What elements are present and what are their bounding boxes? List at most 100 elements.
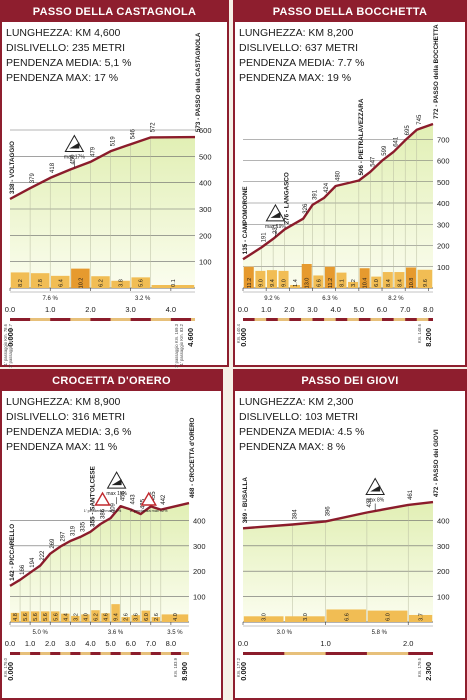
distance-scale-bar [10,318,195,321]
y-tick-label: 400 [437,516,450,525]
distance-scale-segment [20,652,31,655]
gradient-bar [20,611,30,622]
max-gradient-label: max 8% [366,498,385,504]
gradient-bar [71,268,90,288]
gradient-bar [30,611,40,622]
elevation-label: 461 [408,489,414,500]
gradient-bar [71,615,80,622]
steep-section-warning-icon [140,491,157,506]
location-label: 369 - BUSALLA [242,477,249,524]
gradient-bar [278,270,289,288]
distance-scale-segment [347,318,359,321]
gradient-value-label: 6.2 [98,279,104,287]
slope-icon [111,479,122,486]
stat-elevation-gain: DISLIVELLO: 637 METRI [239,42,359,54]
elevation-label: 166 [20,564,26,575]
gradient-bar [131,615,140,622]
x-tick-label: 1.0 [261,305,271,314]
location-label: 338 - VOLTAGGIO [9,141,16,194]
race-km-note-end: Km. 148.6 [417,323,422,343]
gradient-value-label: 9.6 [423,279,429,287]
stat-length: LUNGHEZZA: KM 8,200 [239,27,354,39]
location-label: 142 - PICCARELLO [9,524,16,581]
steep-section-label: 2' pendenza max 12% [130,509,168,513]
profile-line [242,122,434,261]
gradient-value-label: 5.6 [23,613,29,621]
elevation-profile-chart: 100 200 300 400 4.8 5.6 5.6 5.6 5.6 4.4 3.2 4.0 6.2 4… [3,417,206,681]
distance-scale-segment [140,652,151,655]
gradient-bar [290,285,301,288]
gradient-value-label: 8.1 [339,279,345,287]
gradient-value-label: 9.0 [258,279,264,287]
gradient-bar [266,270,277,288]
gradient-value-label: 3.6 [134,613,140,621]
climb-panel-crocetta-dorero: CROCETTA D'ORERO LUNGHEZZA: KM 8,900 DISLI… [0,369,223,700]
y-tick-label: 200 [193,567,206,576]
slope-icon [69,142,80,149]
elevation-label: 479 [90,146,96,157]
gradient-bar [151,617,161,622]
segment-average-label: 3.5 % [167,630,183,636]
elevation-label: 319 [70,525,76,536]
x-tick-label: 2.0 [284,305,294,314]
gradient-bar [336,272,347,288]
y-tick-label: 200 [199,231,212,240]
x-tick-label: 3.0 [125,305,135,314]
climb-panel-passo-della-bocchetta: PASSO DELLA BOCCHETTA LUNGHEZZA: KM 8,200… [233,0,467,367]
elevation-label: 379 [30,173,36,184]
elevation-label: 384 [293,509,299,520]
distance-scale-segment [393,318,406,321]
end-km-label: 8.900 [180,662,189,681]
distance-scale-bar [243,318,433,321]
steep-section-warning-icon [94,491,111,506]
max-gradient-label: max 19% [265,224,286,230]
gradient-bar [30,273,50,288]
gradient-bar [111,280,130,288]
y-tick-label: 300 [199,205,212,214]
gradient-bar [40,611,50,622]
max-gradient-label: max 17% [64,155,85,161]
stat-elevation-gain: DISLIVELLO: 235 METRI [6,42,126,54]
gradient-value-label: 6.0 [374,279,380,287]
race-km-note-start: Km. 175.0 [3,657,8,677]
gradient-value-label: 4.8 [13,613,19,621]
segment-average-label: 5.0 % [32,630,48,636]
distance-scale-segment [60,652,71,655]
stat-max-gradient: PENDENZA MAX: 11 % [6,441,118,453]
elevation-label: 442 [161,494,167,505]
distance-scale-segment [284,652,326,655]
x-tick-label: 5.0 [105,639,115,648]
elevation-label: 455 [151,491,157,502]
distance-scale-segment [70,318,91,321]
y-tick-label: 400 [193,516,206,525]
race-km-note-start: Km. 177.2 [236,657,241,677]
gradient-bar [10,272,30,288]
y-tick-label: 400 [199,179,212,188]
x-tick-label: 3.0 [65,639,75,648]
gradient-value-label: 4.6 [104,613,110,621]
gradient-value-label: 13.0 [305,278,311,289]
gradient-bar [243,266,254,288]
panel-title: PASSO DELLA CASTAGNOLA [2,2,227,22]
gradient-bar [324,266,335,288]
gradient-bar [61,613,70,622]
slope-icon [370,485,381,492]
end-km-label: 4.600 [186,328,195,347]
y-tick-label: 100 [437,593,450,602]
location-label: 573 - PASSO della CASTAGNOLA [195,32,202,132]
elevation-label: 456 [121,491,127,502]
max-gradient-warning-icon [64,134,85,152]
start-km-label: 0.000 [6,328,15,347]
gradient-bar [285,616,325,622]
y-tick-label: 600 [199,126,212,135]
gradient-value-label: 9.4 [114,613,120,621]
distance-scale-segment [40,652,51,655]
gradient-bar [151,285,195,288]
elevation-label: 386 [101,508,107,519]
panel-title: CROCETTA D'ORERO [2,371,221,391]
gradient-value-label: 0.1 [171,279,177,287]
gradient-bar [255,270,266,288]
distance-scale-segment [80,652,91,655]
gradient-value-label: 4.0 [173,613,179,621]
race-km-note-end: Km. 179.5 [417,657,422,677]
